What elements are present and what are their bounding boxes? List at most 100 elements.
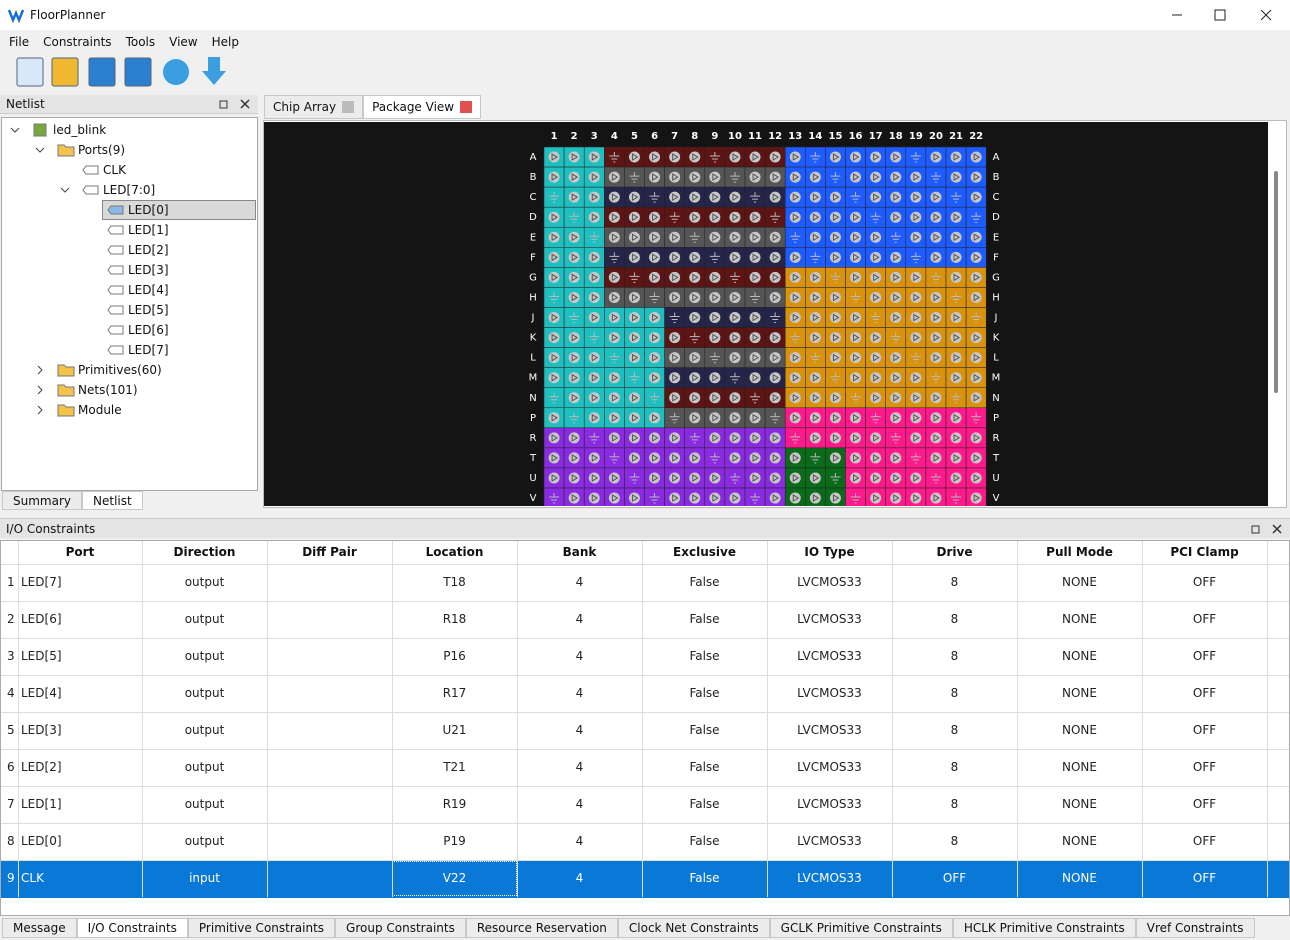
pin-cell[interactable]: [604, 247, 625, 268]
tab[interactable]: Primitive Constraints: [187, 918, 336, 938]
pin-cell[interactable]: [805, 347, 826, 368]
pin-cell[interactable]: [905, 347, 927, 368]
pin-cell[interactable]: [925, 267, 947, 288]
pin-cell[interactable]: [704, 447, 726, 469]
pin-cell[interactable]: [664, 407, 685, 429]
pin-cell[interactable]: [724, 367, 746, 388]
toolbar-button[interactable]: [16, 57, 44, 87]
tree-node[interactable]: LED[3]: [128, 263, 169, 277]
pin-cell[interactable]: [604, 447, 625, 469]
expander[interactable]: [35, 385, 45, 395]
pin-cell[interactable]: [945, 287, 967, 308]
table-row[interactable]: [1, 786, 1289, 824]
pin-cell[interactable]: [644, 387, 665, 409]
pin-cell[interactable]: [644, 287, 665, 308]
pin-cell[interactable]: [604, 347, 625, 368]
tab[interactable]: Package View: [363, 95, 482, 119]
close[interactable]: [1260, 9, 1272, 21]
tree-node[interactable]: CLK: [103, 163, 126, 177]
pin-cell[interactable]: [865, 307, 886, 328]
column-header[interactable]: Direction: [142, 544, 268, 564]
table-row[interactable]: [1, 564, 1289, 602]
pin-cell[interactable]: [764, 307, 786, 328]
tree-node[interactable]: LED[0]: [128, 203, 169, 217]
pin-cell[interactable]: [905, 247, 927, 268]
tree-node[interactable]: led_blink: [53, 123, 107, 137]
pin-cell[interactable]: [684, 226, 706, 248]
pin-cell[interactable]: [965, 206, 987, 228]
column-header[interactable]: Location: [392, 544, 518, 564]
tree-node[interactable]: Ports(9): [78, 143, 126, 157]
pin-cell[interactable]: [925, 467, 947, 489]
tree-node[interactable]: LED[7:0]: [103, 183, 156, 197]
pin-cell[interactable]: [845, 287, 866, 308]
pin-cell[interactable]: [764, 206, 786, 228]
pin-cell[interactable]: [825, 467, 846, 489]
pin-cell[interactable]: [965, 307, 987, 328]
tree-node[interactable]: LED[5]: [128, 303, 169, 317]
pin-cell[interactable]: [543, 186, 565, 208]
pin-cell[interactable]: [805, 146, 826, 168]
toolbar-button[interactable]: [51, 57, 79, 87]
column-header[interactable]: Diff Pair: [267, 544, 393, 564]
pin-cell[interactable]: [563, 307, 585, 328]
pin-cell[interactable]: [744, 387, 766, 409]
table-row[interactable]: [1, 823, 1289, 861]
pin-cell[interactable]: [543, 287, 565, 308]
pin-cell[interactable]: [764, 407, 786, 429]
table-row[interactable]: [1, 749, 1289, 787]
pin-cell[interactable]: [784, 327, 806, 348]
tab[interactable]: Summary: [2, 491, 82, 510]
tab[interactable]: I/O Constraints: [76, 918, 188, 938]
tab[interactable]: HCLK Primitive Constraints: [952, 918, 1136, 938]
menu-item[interactable]: File: [9, 35, 30, 49]
pin-cell[interactable]: [945, 186, 967, 208]
pin-cell[interactable]: [905, 447, 927, 469]
pin-cell[interactable]: [825, 367, 846, 388]
pin-cell[interactable]: [724, 166, 746, 188]
tree-node[interactable]: LED[7]: [128, 343, 169, 357]
table-row[interactable]: [1, 860, 1289, 898]
tab[interactable]: Clock Net Constraints: [617, 918, 770, 938]
column-header[interactable]: Pull Mode: [1017, 544, 1143, 564]
expander[interactable]: [35, 145, 45, 155]
pin-cell[interactable]: [744, 186, 766, 208]
pin-cell[interactable]: [583, 427, 605, 449]
pin-cell[interactable]: [825, 166, 846, 188]
column-header[interactable]: PCI Clamp: [1142, 544, 1268, 564]
expander[interactable]: [35, 365, 45, 375]
pin-cell[interactable]: [925, 166, 947, 188]
tree-node[interactable]: Primitives(60): [78, 363, 162, 377]
pin-cell[interactable]: [945, 387, 967, 409]
pin-cell[interactable]: [845, 186, 866, 208]
pin-cell[interactable]: [825, 267, 846, 288]
column-header[interactable]: Bank: [517, 544, 643, 564]
pin-cell[interactable]: [744, 287, 766, 308]
tab[interactable]: Resource Reservation: [465, 918, 618, 938]
pin-cell[interactable]: [704, 347, 726, 368]
pin-cell[interactable]: [624, 367, 645, 388]
pin-cell[interactable]: [865, 206, 886, 228]
menu-item[interactable]: Help: [211, 35, 239, 49]
toolbar-button[interactable]: [124, 57, 152, 87]
pin-cell[interactable]: [885, 427, 907, 449]
pin-cell[interactable]: [925, 367, 947, 388]
pin-cell[interactable]: [604, 146, 625, 168]
tab[interactable]: Chip Array: [264, 95, 364, 119]
pin-cell[interactable]: [865, 407, 886, 429]
pin-cell[interactable]: [905, 146, 927, 168]
pin-cell[interactable]: [724, 467, 746, 489]
tree-node[interactable]: Nets(101): [78, 383, 138, 397]
column-header[interactable]: Exclusive: [642, 544, 768, 564]
pin-cell[interactable]: [583, 327, 605, 348]
pin-cell[interactable]: [805, 247, 826, 268]
table-row[interactable]: [1, 601, 1289, 639]
pin-cell[interactable]: [704, 146, 726, 168]
pin-cell[interactable]: [624, 267, 645, 288]
pin-cell[interactable]: [583, 226, 605, 248]
pin-cell[interactable]: [784, 427, 806, 449]
tree-node[interactable]: LED[1]: [128, 223, 169, 237]
expander[interactable]: [60, 185, 70, 195]
pin-cell[interactable]: [784, 226, 806, 248]
toolbar-button[interactable]: [88, 57, 116, 87]
